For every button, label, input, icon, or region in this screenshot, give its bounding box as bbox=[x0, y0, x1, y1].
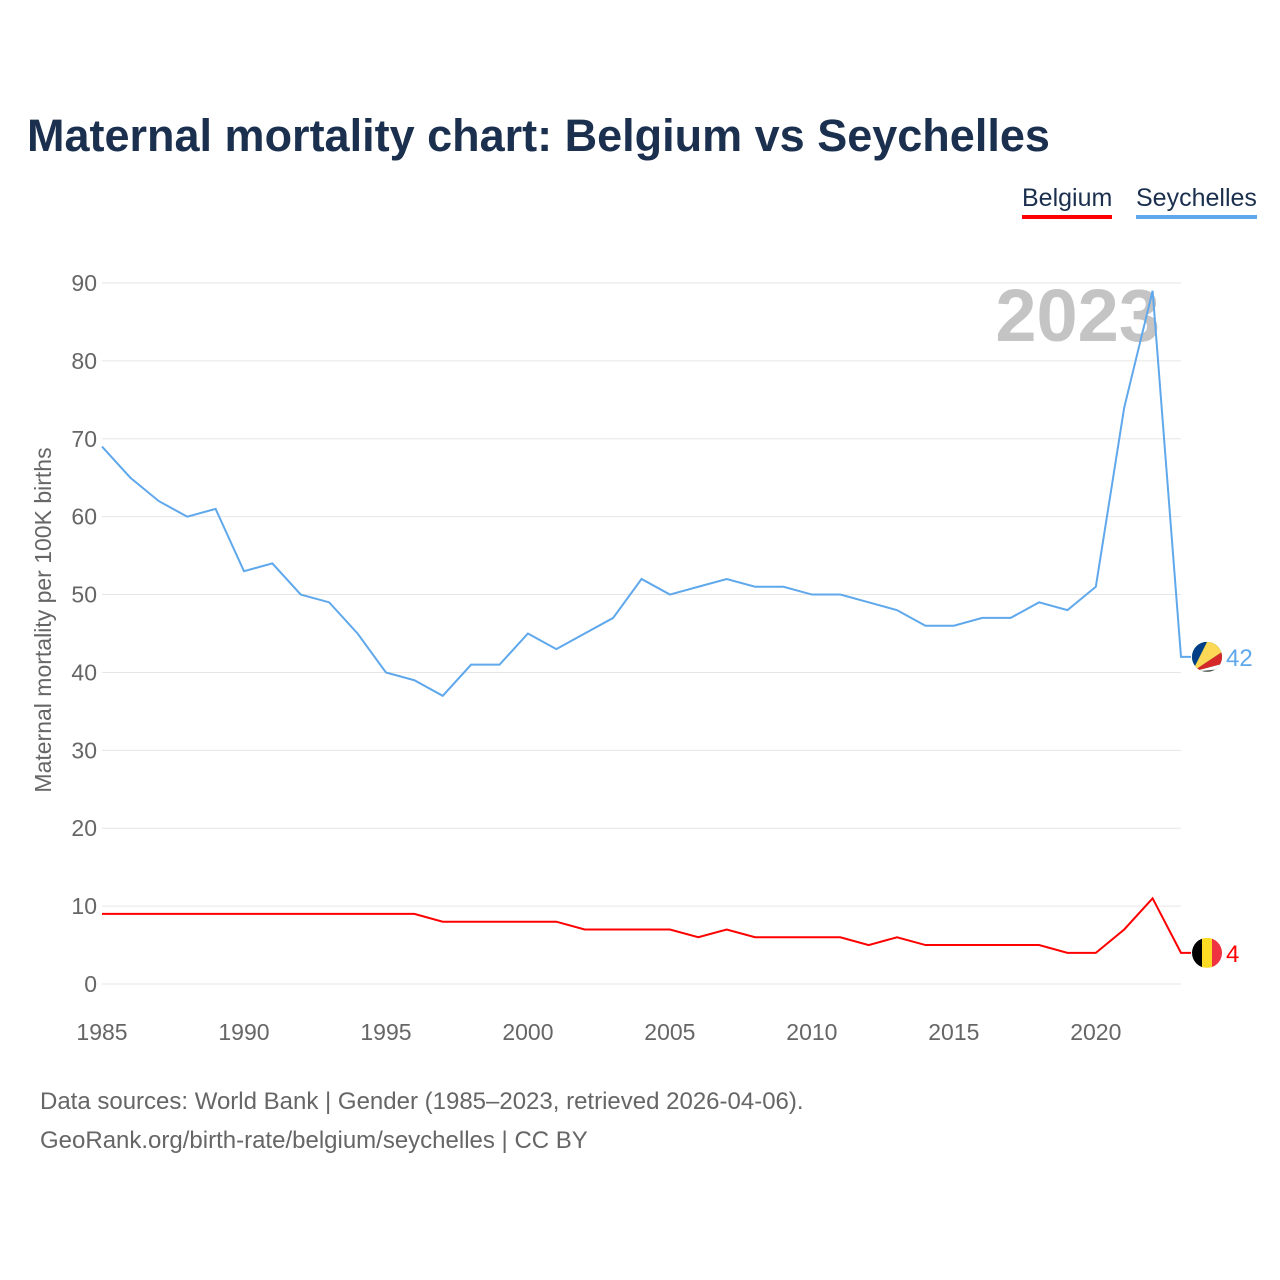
x-tick-label: 2015 bbox=[928, 1019, 979, 1045]
source-link[interactable]: GeoRank.org/birth-rate/belgium/seychelle… bbox=[40, 1127, 588, 1154]
y-tick-label: 50 bbox=[71, 582, 97, 608]
x-tick-label: 2005 bbox=[644, 1019, 695, 1045]
legend-seychelles[interactable]: Seychelles bbox=[1136, 184, 1257, 219]
series-line-belgium bbox=[102, 896, 1191, 954]
end-label-belgium: 4 bbox=[1226, 941, 1239, 968]
y-tick-label: 0 bbox=[84, 971, 97, 997]
year-watermark: 2023 bbox=[995, 274, 1160, 357]
seychelles-flag-icon bbox=[1192, 641, 1222, 672]
x-tick-label: 2000 bbox=[502, 1019, 553, 1045]
x-tick-label: 2010 bbox=[786, 1019, 837, 1045]
y-tick-label: 90 bbox=[71, 270, 97, 296]
y-tick-label: 10 bbox=[71, 893, 97, 919]
y-tick-label: 20 bbox=[71, 815, 97, 841]
y-tick-label: 40 bbox=[71, 659, 97, 685]
x-tick-label: 1995 bbox=[360, 1019, 411, 1045]
end-label-seychelles: 42 bbox=[1226, 645, 1253, 672]
y-axis-label: Maternal mortality per 100K births bbox=[30, 447, 56, 792]
x-tick-label: 1985 bbox=[76, 1019, 127, 1045]
legend-belgium[interactable]: Belgium bbox=[1022, 184, 1113, 219]
x-tick-label: 1990 bbox=[218, 1019, 269, 1045]
y-tick-label: 30 bbox=[71, 737, 97, 763]
source-note: Data sources: World Bank | Gender (1985–… bbox=[40, 1088, 804, 1115]
chart-title: Maternal mortality chart: Belgium vs Sey… bbox=[27, 110, 1050, 161]
belgium-flag-icon bbox=[1192, 937, 1222, 968]
y-tick-label: 60 bbox=[71, 504, 97, 530]
series-line-seychelles bbox=[101, 290, 1191, 698]
x-tick-label: 2020 bbox=[1070, 1019, 1121, 1045]
y-tick-label: 70 bbox=[71, 426, 97, 452]
y-tick-label: 80 bbox=[71, 348, 97, 374]
